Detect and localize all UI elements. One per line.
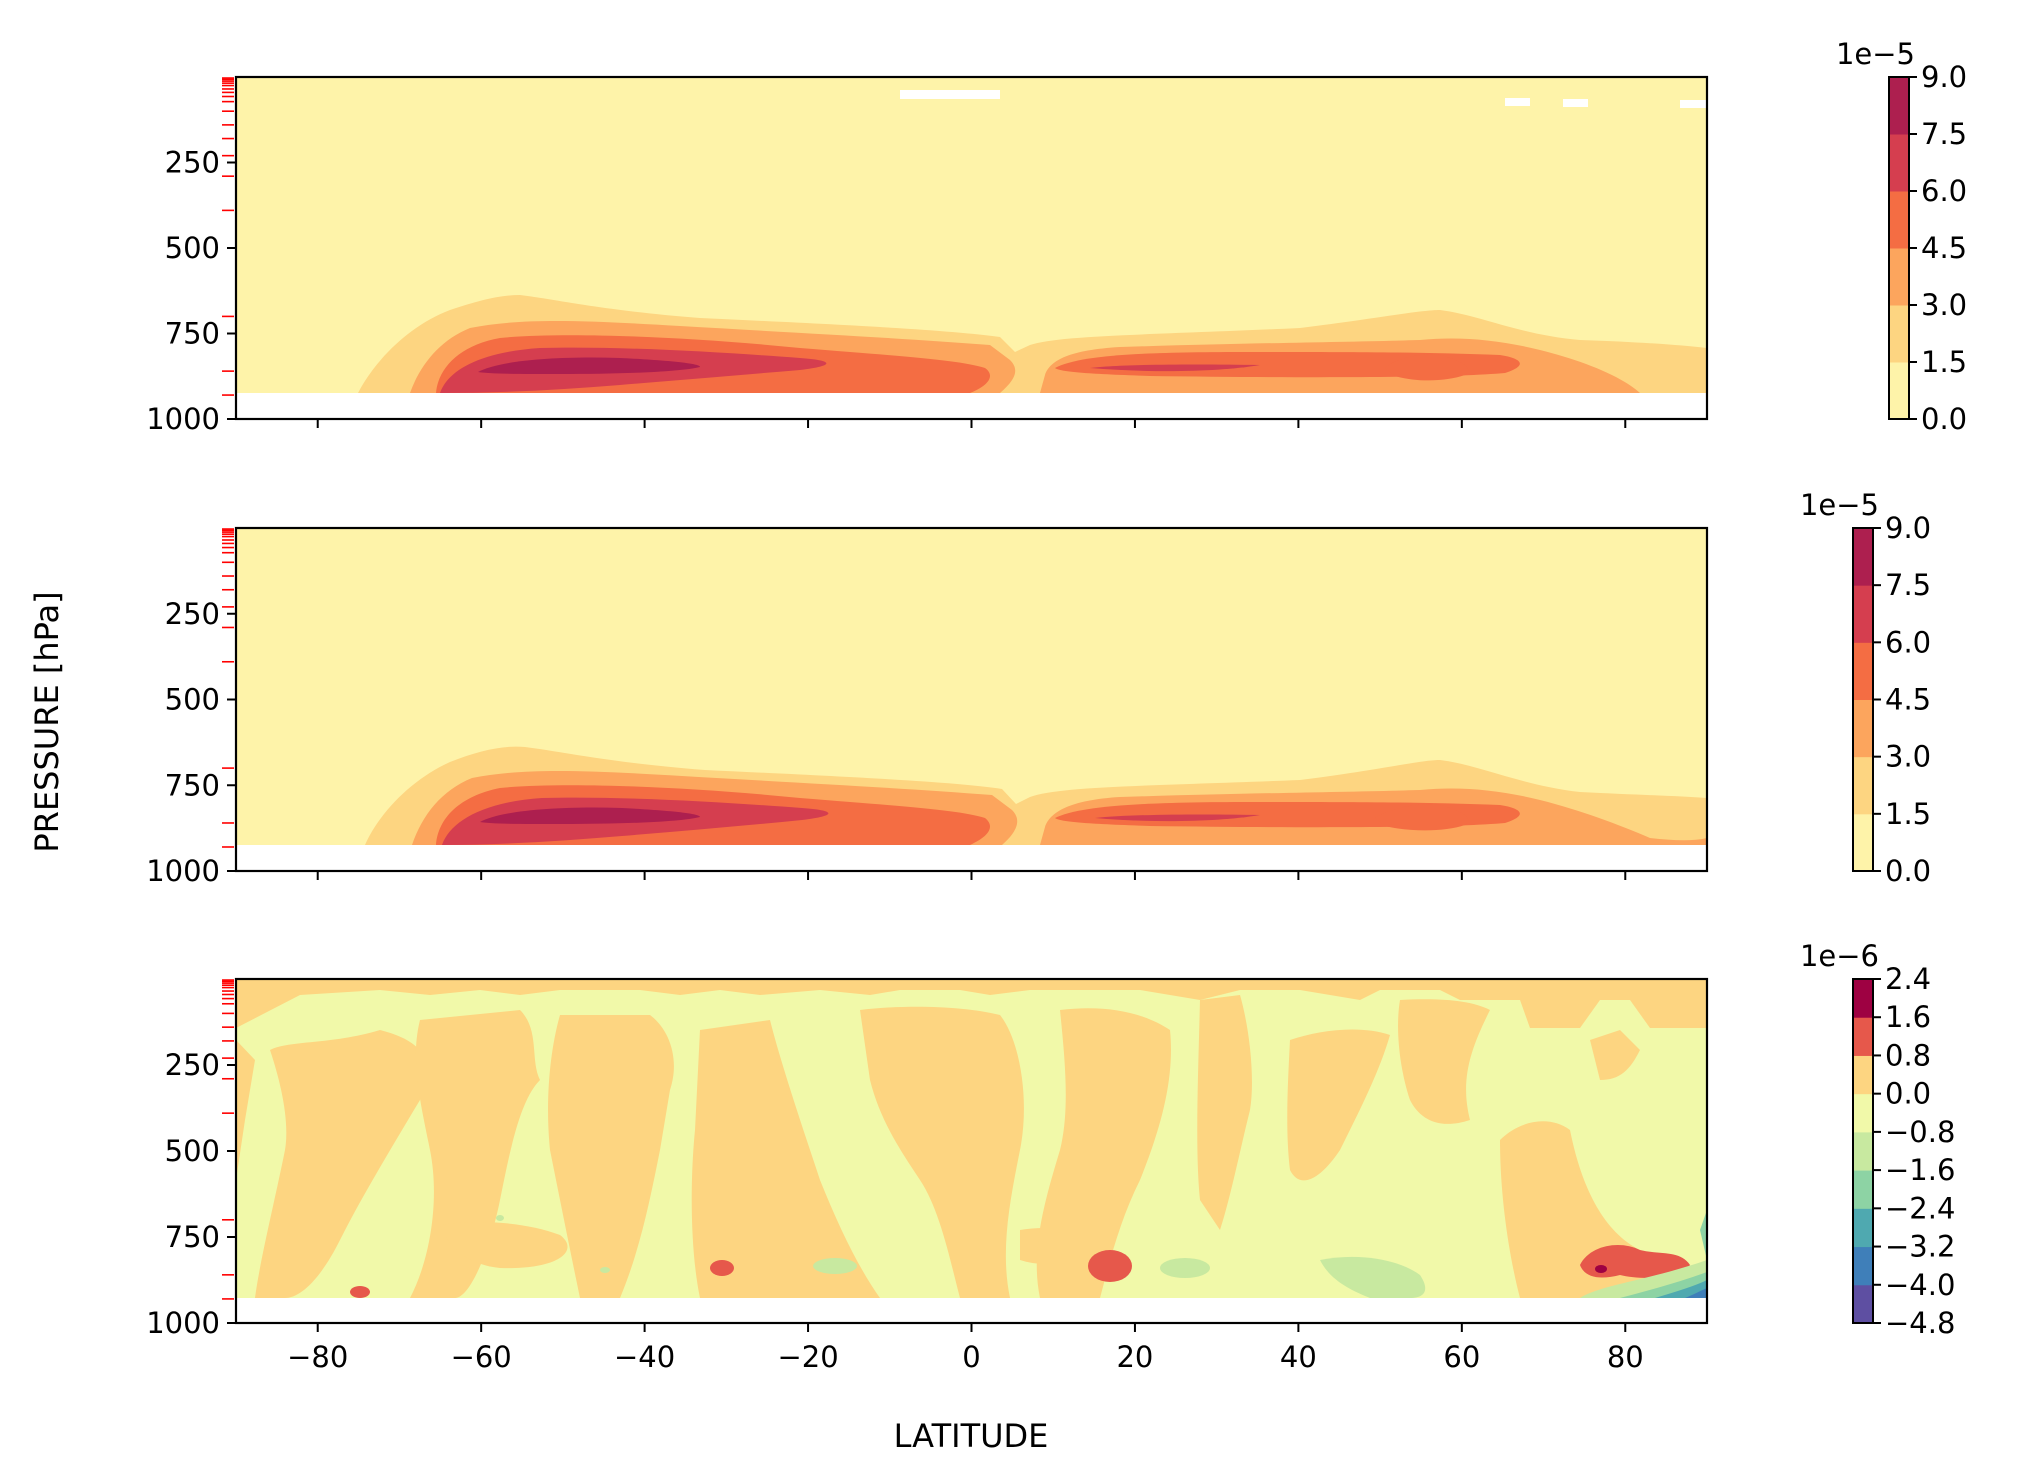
colorbar-tick-label: 0.0 <box>1885 854 1931 888</box>
colorbar-top: 0.0 1.5 3.0 4.5 6.0 7.5 9.01e−5 <box>1836 37 1967 436</box>
y-tick-label: 1000 <box>146 1306 220 1340</box>
y-tick-label: 750 <box>165 768 220 802</box>
y-tick-label: 250 <box>165 597 220 631</box>
colorbar-tick-label: −0.8 <box>1885 1115 1955 1149</box>
y-axis-bottom: 250 500 750 1000 <box>146 1048 236 1340</box>
panel-top: 250 500 750 1000 <box>146 75 1709 436</box>
colorbar-tick-label: 6.0 <box>1885 625 1931 659</box>
colorbar-exponent: 1e−5 <box>1836 37 1915 71</box>
x-axis-bottom: −80 −60 −40 −20 0 20 40 60 80 <box>287 1323 1644 1374</box>
colorbar-exponent: 1e−5 <box>1800 488 1879 522</box>
colorbar-swatch <box>1853 813 1873 872</box>
contour-fill-bottom <box>236 979 1707 1323</box>
colorbar-tick-label: 1.5 <box>1885 797 1931 831</box>
y-tick-label: 500 <box>165 683 220 717</box>
y-axis-middle: 250 500 750 1000 <box>146 597 236 888</box>
y-tick-label: 750 <box>165 1220 220 1254</box>
x-tick-label: −60 <box>451 1340 512 1374</box>
colorbar-tick-label: 6.0 <box>1921 174 1967 208</box>
colorbar-tick-label: 1.6 <box>1885 1000 1931 1034</box>
red-level-ticks-top <box>222 77 234 396</box>
red-level-ticks-bottom <box>222 979 234 1300</box>
y-axis-title: PRESSURE [hPa] <box>28 591 66 852</box>
colorbar-swatch <box>1853 1055 1873 1095</box>
red-level-ticks-middle <box>222 528 234 848</box>
contour-fill-middle <box>236 528 1707 871</box>
colorbar-tick-label: 4.5 <box>1885 683 1931 717</box>
panel-middle: 250 500 750 1000 <box>146 526 1709 888</box>
colorbar-bottom: −4.8 −4.0 −3.2 −2.4 −1.6 −0.8 0.0 0.8 1.6 2.41e−6 <box>1800 939 1955 1340</box>
colorbar-swatch <box>1889 77 1909 135</box>
colorbar-tick-label: 0.0 <box>1921 402 1967 436</box>
contour-fill-top <box>236 77 1707 419</box>
colorbar-swatch <box>1853 1246 1873 1286</box>
colorbar-tick-label: 9.0 <box>1885 511 1931 545</box>
colorbar-swatch <box>1889 191 1909 249</box>
x-tick-label: 0 <box>962 1340 980 1374</box>
colorbar-tick-label: 2.4 <box>1885 962 1931 996</box>
colorbar-tick-label: 9.0 <box>1921 60 1967 94</box>
colorbar-tick-label: 4.5 <box>1921 231 1967 265</box>
colorbar-swatch <box>1853 1284 1873 1324</box>
x-tick-label: 40 <box>1280 1340 1317 1374</box>
y-tick-label: 500 <box>165 1134 220 1168</box>
colorbar-tick-label: 7.5 <box>1921 117 1967 151</box>
colorbar-swatch <box>1853 528 1873 586</box>
x-tick-label: 80 <box>1607 1340 1644 1374</box>
colorbar-tick-label: −1.6 <box>1885 1153 1955 1187</box>
y-tick-label: 500 <box>165 231 220 265</box>
y-tick-label: 1000 <box>146 402 220 436</box>
x-tick-label: −80 <box>287 1340 348 1374</box>
colorbar-swatch <box>1853 585 1873 643</box>
colorbar-swatch <box>1889 305 1909 363</box>
colorbar-tick-label: 3.0 <box>1921 288 1967 322</box>
colorbar-tick-label: 3.0 <box>1885 740 1931 774</box>
colorbar-tick-label: −2.4 <box>1885 1191 1955 1225</box>
x-axis-top <box>316 419 1627 428</box>
panel-bottom: 250 500 750 1000 −80 −60 −40 −20 0 20 40 60 80 <box>146 977 1709 1374</box>
colorbar-swatch <box>1853 1131 1873 1171</box>
colorbar-tick-label: 0.8 <box>1885 1038 1931 1072</box>
colorbar-swatch <box>1889 362 1909 420</box>
x-tick-label: −40 <box>614 1340 675 1374</box>
colorbar-swatch <box>1853 1170 1873 1209</box>
x-tick-label: −20 <box>777 1340 838 1374</box>
colorbar-tick-label: 7.5 <box>1885 568 1931 602</box>
y-tick-label: 750 <box>165 317 220 351</box>
x-axis-middle <box>316 871 1627 880</box>
colorbar-swatch <box>1853 1017 1873 1056</box>
colorbar-frame <box>1852 978 1874 1324</box>
colorbar-tick-label: −4.0 <box>1885 1268 1955 1302</box>
x-tick-label: 60 <box>1443 1340 1480 1374</box>
y-tick-label: 250 <box>165 146 220 180</box>
y-tick-label: 1000 <box>146 854 220 888</box>
y-tick-label: 250 <box>165 1048 220 1082</box>
colorbar-tick-label: 1.5 <box>1921 345 1967 379</box>
colorbar-exponent: 1e−6 <box>1800 939 1879 973</box>
y-axis-top: 250 500 750 1000 <box>146 146 236 436</box>
colorbar-middle: 0.0 1.5 3.0 4.5 6.0 7.5 9.01e−5 <box>1800 488 1931 888</box>
colorbar-tick-label: −4.8 <box>1885 1306 1955 1340</box>
colorbar-swatch <box>1853 1093 1873 1133</box>
x-tick-label: 20 <box>1116 1340 1153 1374</box>
colorbar-swatch <box>1853 642 1873 700</box>
colorbar-tick-label: 0.0 <box>1885 1077 1931 1111</box>
colorbar-swatch <box>1853 1208 1873 1248</box>
colorbar-swatch <box>1853 699 1873 758</box>
colorbar-tick-label: −3.2 <box>1885 1230 1955 1264</box>
colorbar-swatch <box>1853 756 1873 815</box>
colorbar-swatch <box>1853 979 1873 1018</box>
colorbar-swatch <box>1889 248 1909 306</box>
colorbar-swatch <box>1889 134 1909 192</box>
x-axis-title: LATITUDE <box>894 1417 1049 1455</box>
